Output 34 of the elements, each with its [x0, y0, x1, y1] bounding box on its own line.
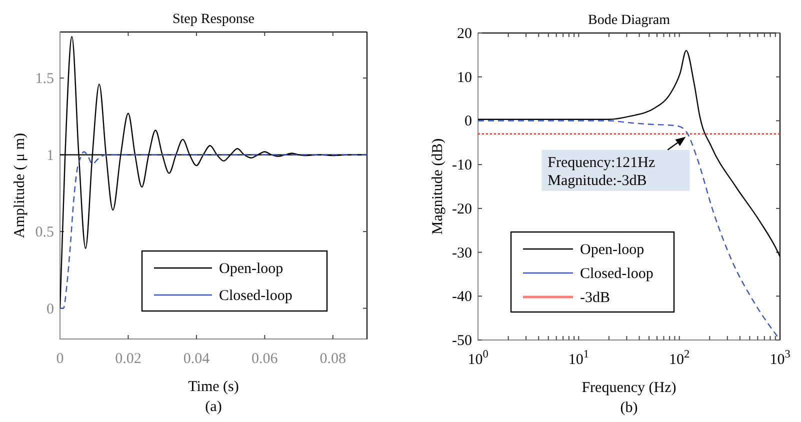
- y-tick-label: -10: [452, 158, 472, 174]
- x-tick-label: 10$^{3}$: [770, 348, 791, 368]
- x-tick-label: 0.06: [252, 351, 278, 367]
- y-tick-label: 20: [457, 26, 472, 42]
- y-tick-label: -50: [452, 333, 472, 349]
- y-tick-label: 1: [46, 148, 54, 164]
- y-axis-title: Magnitude (dB): [430, 138, 446, 235]
- x-tick-label: 0.02: [115, 351, 142, 367]
- x-tick-label: 10$^{0}$: [468, 348, 489, 368]
- legend-label: Open-loop: [580, 242, 644, 258]
- y-tick-label: 0: [464, 114, 472, 130]
- y-tick-label: 0.5: [35, 224, 54, 241]
- x-tick-label: 10$^{2}$: [669, 348, 690, 368]
- x-tick-label: 10$^{1}$: [568, 348, 589, 368]
- legend-label: Closed-loop: [580, 266, 654, 282]
- chart-title: Step Response: [172, 12, 255, 27]
- x-tick-label: 0.04: [183, 351, 210, 367]
- legend-label: -3dB: [580, 290, 610, 306]
- x-axis-title: Frequency (Hz): [582, 380, 676, 396]
- y-tick-label: 1.5: [35, 71, 54, 88]
- y-tick-label: -30: [452, 245, 472, 262]
- chart-title: Bode Diagram: [588, 13, 670, 28]
- annotation: Frequency:121Hz Magnitude:-3dB: [548, 154, 656, 189]
- y-tick-label: -20: [452, 201, 472, 218]
- legend-label: Open-loop: [219, 261, 284, 277]
- x-tick-label: 0.08: [320, 351, 346, 367]
- y-tick-label: 0: [46, 301, 54, 318]
- x-axis-title: Time (s): [188, 379, 239, 395]
- y-tick-label: -40: [452, 289, 472, 306]
- text: (b): [620, 400, 638, 416]
- y-axis-title: Amplitude ( μ m): [12, 132, 28, 238]
- y-tick-label: 10: [457, 70, 472, 86]
- text: (a): [205, 399, 222, 415]
- legend-label: Closed-loop: [219, 288, 292, 304]
